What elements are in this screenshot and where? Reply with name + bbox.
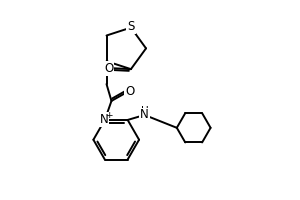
Text: O: O [125,85,135,98]
Text: S: S [127,20,135,33]
Text: O: O [104,62,113,75]
Text: N: N [99,113,108,126]
Text: +: + [105,111,113,120]
Text: H: H [141,106,148,116]
Text: N: N [140,108,149,121]
